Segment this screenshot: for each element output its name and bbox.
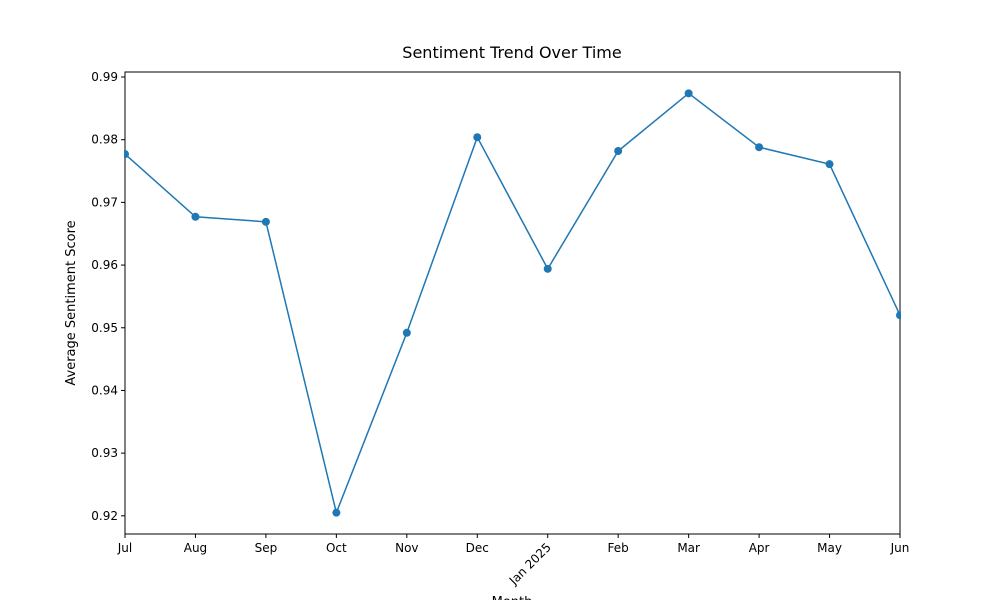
x-tick-label: Jun bbox=[890, 541, 910, 555]
plot-area bbox=[124, 89, 901, 517]
x-axis-label: Month bbox=[492, 595, 533, 600]
point bbox=[332, 508, 341, 517]
point bbox=[473, 133, 482, 142]
y-tick-label: 0.94 bbox=[91, 383, 118, 397]
x-tick-label: Sep bbox=[255, 541, 278, 555]
y-tick-label: 0.97 bbox=[91, 195, 118, 209]
point bbox=[543, 264, 552, 273]
point bbox=[402, 328, 411, 337]
point bbox=[191, 212, 200, 221]
y-tick-label: 0.96 bbox=[91, 258, 118, 272]
series-line bbox=[124, 92, 901, 516]
plot-frame bbox=[124, 71, 901, 535]
point bbox=[684, 89, 693, 98]
y-tick-label: 0.98 bbox=[91, 133, 118, 147]
x-tick-label: Feb bbox=[608, 541, 629, 555]
point bbox=[261, 217, 270, 226]
point bbox=[124, 150, 129, 159]
x-tick-label: Aug bbox=[184, 541, 207, 555]
x-tick-label: Mar bbox=[677, 541, 700, 555]
y-tick-label: 0.99 bbox=[91, 70, 118, 84]
y-tick-label: 0.93 bbox=[91, 446, 118, 460]
point bbox=[614, 146, 623, 155]
x-tick-label: Jul bbox=[117, 541, 132, 555]
x-tick-label: Apr bbox=[749, 541, 770, 555]
point bbox=[825, 160, 834, 169]
point bbox=[755, 143, 764, 152]
y-axis-label: Average Sentiment Score bbox=[64, 220, 79, 385]
x-tick-label: May bbox=[817, 541, 842, 555]
x-tick-label: Nov bbox=[395, 541, 418, 555]
point bbox=[896, 311, 901, 320]
x-tick-label: Jan 2025 bbox=[506, 540, 554, 588]
x-tick-label: Dec bbox=[466, 541, 489, 555]
y-tick-label: 0.92 bbox=[91, 509, 118, 523]
x-tick-label: Oct bbox=[326, 541, 347, 555]
chart-title: Sentiment Trend Over Time bbox=[402, 43, 621, 62]
y-tick-label: 0.95 bbox=[91, 321, 118, 335]
